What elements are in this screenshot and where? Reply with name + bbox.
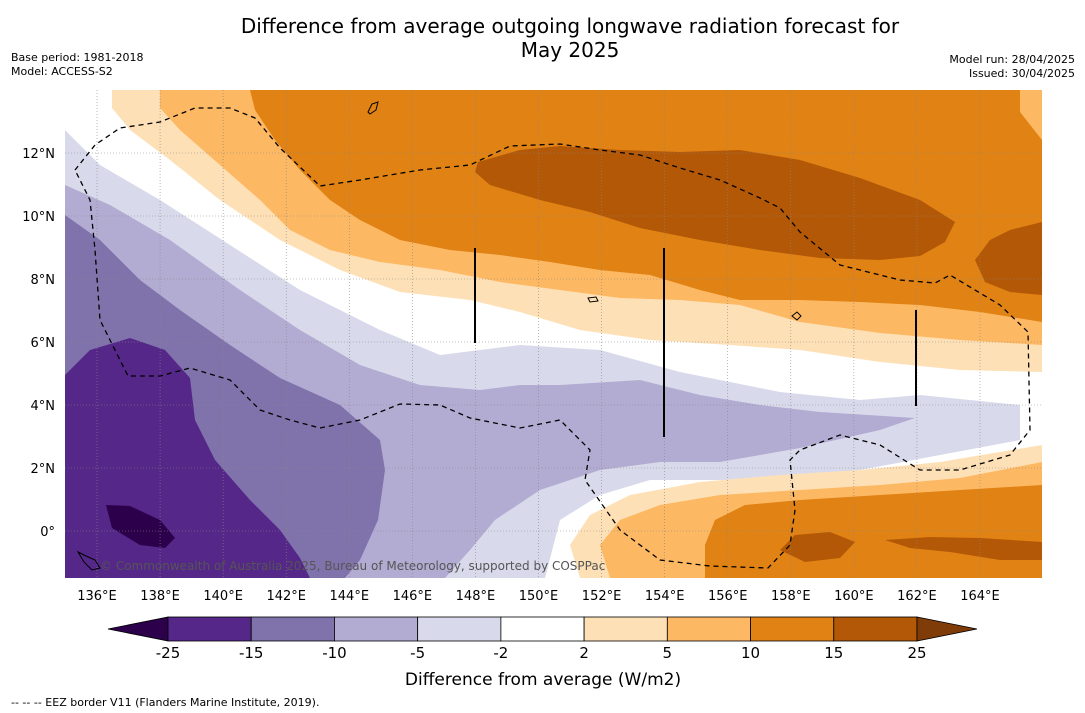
band-plus-15-south-b <box>885 537 1042 560</box>
colorbar-extend-high <box>916 616 978 642</box>
lat-tick-label: 8°N <box>31 273 56 288</box>
chart-title: Difference from average outgoing longwav… <box>0 14 1085 62</box>
band-minus-25 <box>106 505 175 548</box>
colorbar-tick-label: 25 <box>907 644 926 662</box>
latitude-labels: 12°N 10°N 8°N 6°N 4°N 2°N 0° <box>22 147 55 540</box>
lon-tick-label: 140°E <box>203 589 243 604</box>
title-line-2: May 2025 <box>520 38 620 62</box>
lon-tick-label: 160°E <box>834 589 874 604</box>
colorbar-tick-label: 2 <box>579 644 589 662</box>
map-area: © Commonwealth of Australia 2025, Bureau… <box>65 90 1042 578</box>
issued-date: Issued: 30/04/2025 <box>968 67 1075 80</box>
band-plus-15-south-a <box>780 532 855 562</box>
band-plus-10-south <box>705 485 1042 578</box>
graticule <box>65 90 1042 578</box>
colorbar-segment <box>417 616 502 642</box>
lon-tick-label: 148°E <box>456 589 496 604</box>
colorbar-segment <box>750 616 835 642</box>
lat-tick-label: 10°N <box>22 210 55 225</box>
colorbar-extend-low <box>107 616 169 642</box>
band-plus-15-north <box>475 146 955 260</box>
lon-tick-label: 144°E <box>330 589 370 604</box>
colorbar-tick-label: -5 <box>410 644 425 662</box>
lon-tick-label: 146°E <box>393 589 433 604</box>
colorbar-tick-label: 15 <box>824 644 843 662</box>
colorbar-tick-label: -15 <box>239 644 264 662</box>
lat-tick-label: 6°N <box>31 336 56 351</box>
credit-text: © Commonwealth of Australia 2025, Bureau… <box>100 559 605 573</box>
lon-tick-label: 156°E <box>708 589 748 604</box>
colorbar-tick-label: -2 <box>493 644 508 662</box>
colorbar-segment <box>167 616 252 642</box>
colorbar-segment <box>334 616 419 642</box>
eez-legend: -- -- -- EEZ border V11 (Flanders Marine… <box>11 696 320 709</box>
island-outline <box>367 101 379 115</box>
colorbar-segment <box>666 616 751 642</box>
base-info: Base period: 1981-2018 Model: ACCESS-S2 <box>11 51 143 79</box>
lat-tick-label: 12°N <box>22 147 55 162</box>
island-outline <box>76 550 101 571</box>
colorbar-title: Difference from average (W/m2) <box>405 670 681 690</box>
model-run: Model run: 28/04/2025 <box>949 53 1075 66</box>
colorbar-segment <box>833 616 918 642</box>
lon-tick-label: 150°E <box>519 589 559 604</box>
colorbar-segment <box>500 616 585 642</box>
island-outline <box>791 311 802 321</box>
island-outline <box>587 296 599 303</box>
lon-tick-label: 154°E <box>645 589 685 604</box>
lat-tick-label: 2°N <box>31 462 56 477</box>
colorbar-segment <box>250 616 335 642</box>
model-name: Model: ACCESS-S2 <box>11 65 113 78</box>
base-period: Base period: 1981-2018 <box>11 51 144 64</box>
lon-tick-label: 158°E <box>771 589 811 604</box>
colorbar-tick-label: 10 <box>741 644 760 662</box>
longitude-labels: 136°E 138°E 140°E 142°E 144°E 146°E 148°E 150°E… <box>77 589 1000 604</box>
band-plus-15-east <box>975 222 1042 295</box>
lon-tick-label: 164°E <box>960 589 1000 604</box>
lat-tick-label: 0° <box>40 525 55 540</box>
lon-tick-label: 142°E <box>266 589 306 604</box>
colorbar-tick-label: -25 <box>156 644 181 662</box>
colorbar-segment <box>583 616 668 642</box>
lon-tick-label: 138°E <box>140 589 180 604</box>
colorbar: -25 -15 -10 -5 -2 2 5 10 15 25 <box>107 616 978 662</box>
title-line-1: Difference from average outgoing longwav… <box>240 14 900 38</box>
run-info: Model run: 28/04/2025 Issued: 30/04/2025 <box>949 53 1075 81</box>
lon-tick-label: 136°E <box>77 589 117 604</box>
eez-border <box>74 107 1031 569</box>
lon-tick-label: 152°E <box>582 589 622 604</box>
lon-tick-label: 162°E <box>897 589 937 604</box>
colorbar-tick-label: -10 <box>322 644 347 662</box>
lat-tick-label: 4°N <box>31 399 56 414</box>
colorbar-tick-label: 5 <box>663 644 673 662</box>
